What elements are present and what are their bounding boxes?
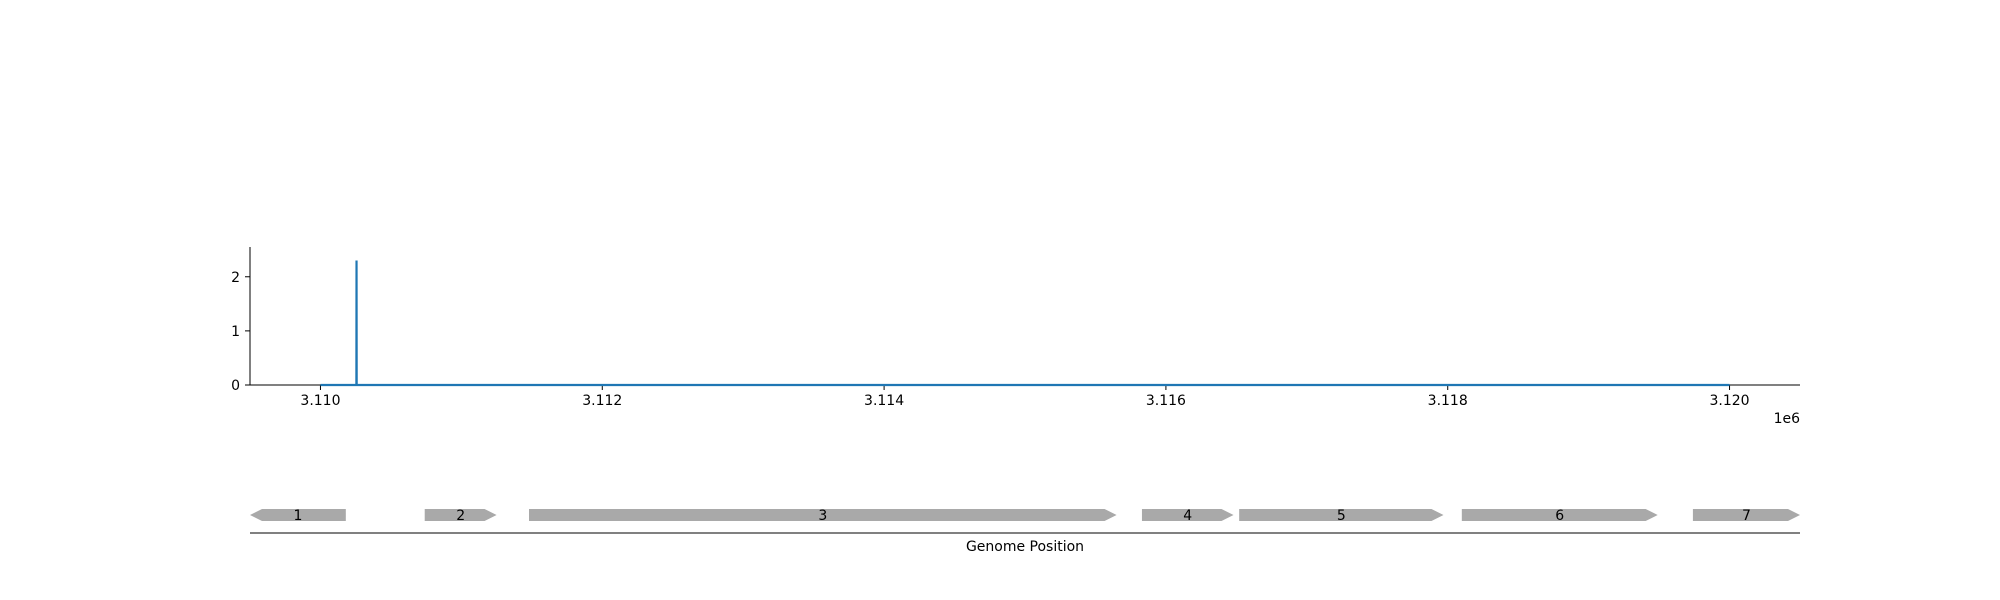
gene-arrow (424, 509, 497, 521)
gene-arrow (250, 509, 346, 521)
x-offset-label: 1e6 (1774, 411, 1801, 427)
x-ticks: 3.110 3.112 3.114 3.116 3.118 3.120 (300, 385, 1750, 409)
coverage-line (320, 260, 1730, 387)
coverage-plot: 0 1 2 3.110 3.112 3.114 3.116 3.118 3.120 1e6 (231, 247, 1800, 427)
gene-label: 1 (293, 508, 302, 524)
x-tick-label: 3.114 (864, 393, 904, 409)
gene-arrow (1239, 509, 1444, 521)
x-tick-label: 3.112 (582, 393, 622, 409)
gene-label: 3 (818, 508, 827, 524)
gene-track: 1 2 3 4 5 6 7 Genome Position (250, 508, 1800, 555)
y-ticks: 0 1 2 (231, 270, 250, 394)
x-tick-label: 3.116 (1146, 393, 1186, 409)
gene-label: 4 (1183, 508, 1192, 524)
gene-label: 7 (1742, 508, 1751, 524)
gene-label: 2 (456, 508, 465, 524)
x-tick-label: 3.110 (300, 393, 340, 409)
y-tick-label: 1 (231, 324, 240, 340)
x-tick-label: 3.120 (1709, 393, 1749, 409)
gene-arrow (1461, 509, 1658, 521)
y-tick-label: 2 (231, 270, 240, 286)
y-tick-label: 0 (231, 378, 240, 394)
gene-arrow (1141, 509, 1234, 521)
genes: 1 2 3 4 5 6 7 (250, 508, 1800, 524)
gene-label: 5 (1337, 508, 1346, 524)
gene-arrow (1692, 509, 1800, 521)
gene-label: 6 (1555, 508, 1564, 524)
gene-arrow (529, 509, 1117, 521)
x-tick-label: 3.118 (1428, 393, 1468, 409)
x-axis-label: Genome Position (966, 539, 1084, 555)
